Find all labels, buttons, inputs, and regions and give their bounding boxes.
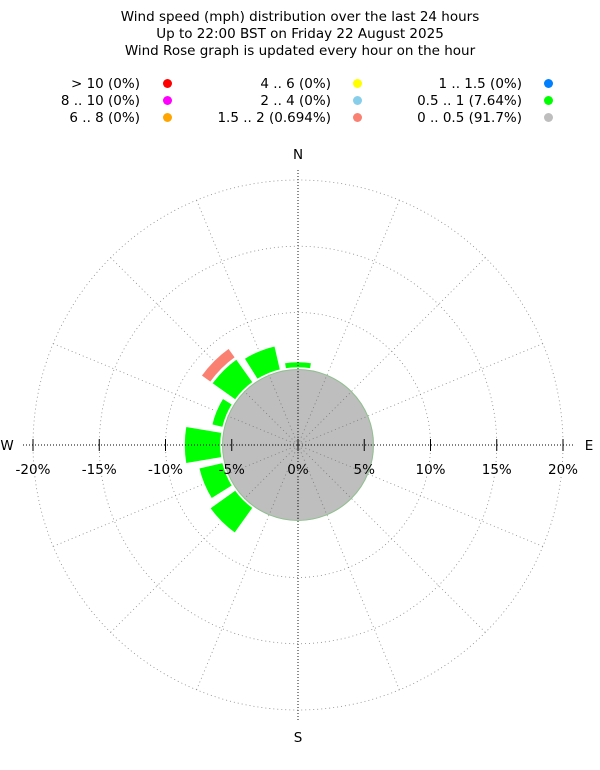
wedge-315-series-1 bbox=[199, 346, 237, 384]
tick-label-0: -20% bbox=[16, 462, 51, 478]
legend-label-1_5-2: 1.5 .. 2 (0.694%) bbox=[217, 110, 331, 126]
legend-dot-6-8 bbox=[163, 113, 172, 122]
legend-label-gt10: > 10 (0%) bbox=[70, 76, 140, 92]
wedge-292.5-series-0 bbox=[210, 396, 234, 429]
legend-dot-gt10 bbox=[163, 79, 172, 88]
direction-label-s: S bbox=[294, 730, 303, 746]
wedge-337.5-series-0 bbox=[242, 344, 282, 381]
radial-tick-labels: -20% -15% -10% -5% 0% 5% 10% 15% 20% bbox=[16, 462, 579, 478]
calm-spoke-112.5 bbox=[297, 444, 368, 475]
legend-label-4-6: 4 .. 6 (0%) bbox=[260, 76, 331, 92]
calm-spoke-157.5 bbox=[297, 444, 328, 515]
legend-label-8-10: 8 .. 10 (0%) bbox=[60, 93, 140, 109]
calm-spoke-135 bbox=[297, 444, 352, 499]
chart-title-line-2: Up to 22:00 BST on Friday 22 August 2025 bbox=[156, 26, 444, 42]
legend-dot-1-1_5 bbox=[544, 79, 553, 88]
legend-label-0_5-1: 0.5 .. 1 (7.64%) bbox=[417, 93, 522, 109]
tick-label-7: 15% bbox=[482, 462, 512, 478]
direction-label-w: W bbox=[0, 438, 13, 454]
legend-label-0-0_5: 0 .. 0.5 (91.7%) bbox=[417, 110, 522, 126]
wedge-225-series-0 bbox=[208, 488, 255, 535]
calm-spoke-247.5 bbox=[228, 444, 299, 475]
direction-label-n: N bbox=[293, 147, 303, 163]
calm-spoke-315 bbox=[244, 391, 299, 446]
calm-spoke-202.5 bbox=[268, 444, 299, 515]
calm-spoke-45 bbox=[297, 391, 352, 446]
wedge-315-series-0 bbox=[210, 357, 255, 402]
tick-label-6: 10% bbox=[415, 462, 445, 478]
legend-dot-0_5-1 bbox=[544, 96, 553, 105]
tick-label-5: 5% bbox=[354, 462, 376, 478]
tick-label-8: 20% bbox=[548, 462, 578, 478]
calm-spoke-22.5 bbox=[297, 375, 328, 446]
legend-dot-4-6 bbox=[353, 79, 362, 88]
direction-label-e: E bbox=[585, 438, 594, 454]
wedge-247.5-series-0 bbox=[197, 461, 234, 501]
calm-spoke-337.5 bbox=[268, 375, 299, 446]
legend-label-6-8: 6 .. 8 (0%) bbox=[69, 110, 140, 126]
legend-dot-8-10 bbox=[163, 96, 172, 105]
calm-spoke-292.5 bbox=[228, 415, 299, 446]
tick-label-4: 0% bbox=[287, 462, 309, 478]
legend-dot-0-0_5 bbox=[544, 113, 553, 122]
legend-dot-1_5-2 bbox=[353, 113, 362, 122]
compass-axes bbox=[23, 170, 573, 720]
tick-label-1: -15% bbox=[82, 462, 117, 478]
legend-label-1-1_5: 1 .. 1.5 (0%) bbox=[438, 76, 522, 92]
calm-spoke-225 bbox=[244, 444, 299, 499]
legend-label-2-4: 2 .. 4 (0%) bbox=[260, 93, 331, 109]
wind-wedges bbox=[183, 344, 375, 535]
tick-label-2: -10% bbox=[148, 462, 183, 478]
chart-title-line-1: Wind speed (mph) distribution over the l… bbox=[120, 9, 480, 25]
legend-dot-2-4 bbox=[353, 96, 362, 105]
tick-label-3: -5% bbox=[219, 462, 245, 478]
calm-spoke-67.5 bbox=[297, 415, 368, 446]
chart-title-line-3: Wind Rose graph is updated every hour on… bbox=[124, 43, 476, 59]
